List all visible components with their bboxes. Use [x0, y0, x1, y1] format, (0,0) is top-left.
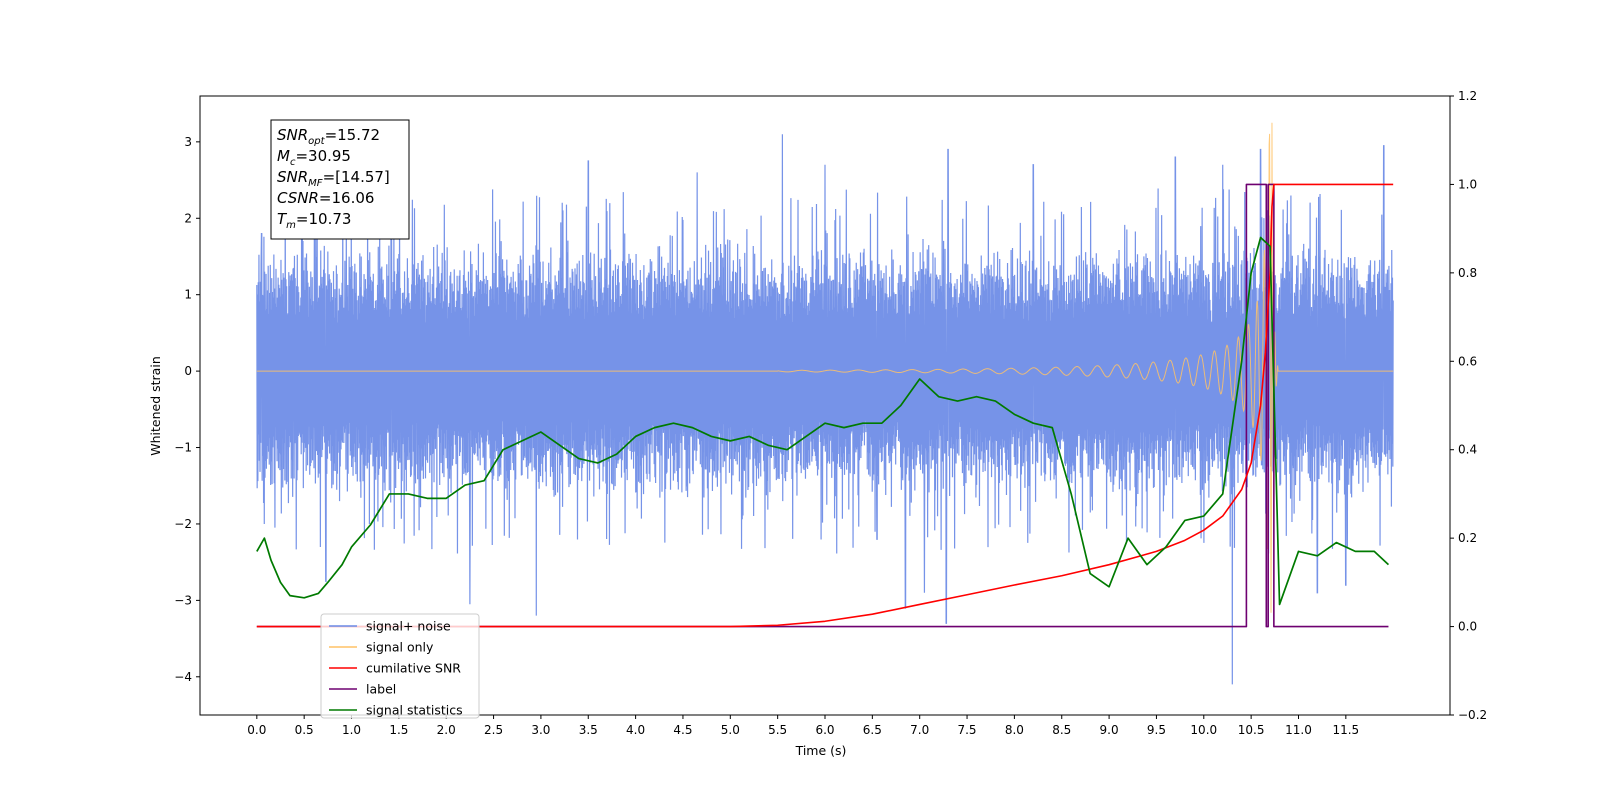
x-tick-label: 0.5 — [295, 723, 314, 737]
info-line: SNRopt=15.72 — [277, 126, 380, 147]
x-tick-label: 7.5 — [957, 723, 976, 737]
y-axis-left: 3 2 1 0 −1 −2 −3 −4 — [174, 135, 200, 684]
x-tick-label: 11.5 — [1332, 723, 1359, 737]
series-signal-statistics — [256, 236, 1390, 606]
y-tick-label: 1 — [184, 288, 192, 302]
y-tick-label: −2 — [174, 517, 192, 531]
x-tick-label: 8.5 — [1052, 723, 1071, 737]
legend-label: signal+ noise — [366, 619, 451, 634]
y-tick-label: 3 — [184, 135, 192, 149]
y2-tick-label: 0.2 — [1458, 531, 1477, 545]
info-box: SNRopt=15.72Mc=30.95SNRMF=[14.57]CSNR=16… — [270, 119, 410, 240]
y-tick-label: 0 — [184, 364, 192, 378]
y2-tick-label: 1.2 — [1458, 89, 1477, 103]
x-tick-label: 7.0 — [910, 723, 929, 737]
x-tick-label: 8.0 — [1005, 723, 1024, 737]
y-axis-label: Whitened strain — [148, 356, 163, 455]
y2-tick-label: 1.0 — [1458, 177, 1477, 191]
series-signal-only — [256, 122, 1394, 613]
legend-label: signal only — [366, 640, 434, 655]
x-tick-label: 10.5 — [1238, 723, 1265, 737]
x-tick-label: 10.0 — [1190, 723, 1217, 737]
x-tick-label: 3.5 — [579, 723, 598, 737]
x-tick-label: 2.5 — [484, 723, 503, 737]
info-line: SNRMF=[14.57] — [277, 168, 390, 189]
info-line: Mc=30.95 — [277, 147, 351, 168]
x-tick-label: 6.0 — [815, 723, 834, 737]
legend-label: signal statistics — [366, 703, 463, 718]
info-line: Tm=10.73 — [277, 210, 351, 231]
y2-tick-label: −0.2 — [1458, 708, 1487, 722]
legend-frame — [320, 613, 480, 719]
x-tick-label: 5.5 — [768, 723, 787, 737]
x-tick-label: 2.0 — [437, 723, 456, 737]
x-tick-label: 6.5 — [863, 723, 882, 737]
y2-tick-label: 0.8 — [1458, 266, 1477, 280]
x-axis-label: Time (s) — [795, 743, 847, 758]
legend-label: label — [366, 682, 396, 697]
x-tick-label: 11.0 — [1285, 723, 1312, 737]
legend-label: cumilative SNR — [366, 661, 461, 676]
series-cumulative-snr — [256, 183, 1394, 628]
series-signal-noise — [256, 134, 1394, 685]
y2-tick-label: 0.4 — [1458, 443, 1477, 457]
info-box-frame — [270, 119, 410, 240]
x-tick-label: 9.0 — [1100, 723, 1119, 737]
y2-tick-label: 0.6 — [1458, 354, 1477, 368]
y-tick-label: −4 — [174, 670, 192, 684]
x-tick-label: 3.0 — [531, 723, 550, 737]
y2-tick-label: 0.0 — [1458, 620, 1477, 634]
info-line: CSNR=16.06 — [277, 189, 374, 207]
x-tick-label: 9.5 — [1147, 723, 1166, 737]
x-tick-label: 1.0 — [342, 723, 361, 737]
x-tick-label: 0.0 — [247, 723, 266, 737]
y-tick-label: −1 — [174, 441, 192, 455]
y-axis-right: 1.2 1.0 0.8 0.6 0.4 0.2 0.0 −0.2 — [1450, 89, 1487, 722]
x-tick-label: 5.0 — [721, 723, 740, 737]
y-tick-label: −3 — [174, 593, 192, 607]
x-tick-label: 4.5 — [673, 723, 692, 737]
y-tick-label: 2 — [184, 211, 192, 225]
x-tick-label: 4.0 — [626, 723, 645, 737]
x-tick-label: 1.5 — [389, 723, 408, 737]
legend: signal+ noise signal only cumilative SNR la… — [320, 613, 480, 719]
x-axis: 0.0 0.5 1.0 1.5 2.0 2.5 3.0 3.5 4.0 4.5 5.0 5.5 6.0 6… — [247, 715, 1359, 737]
